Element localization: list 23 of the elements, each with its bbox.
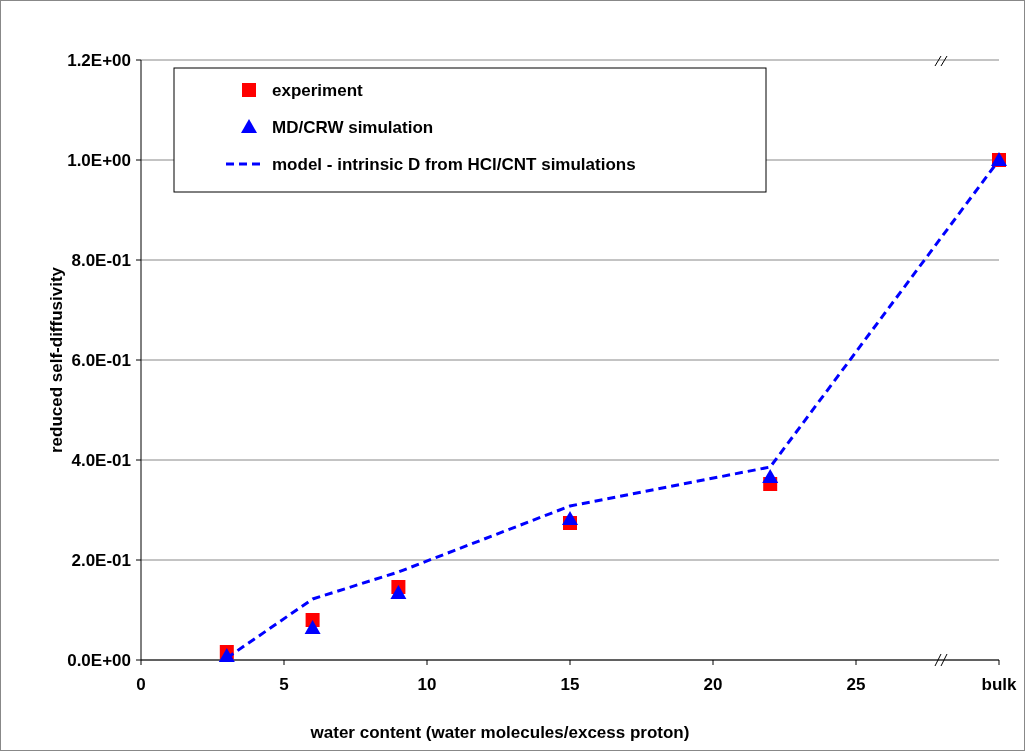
- x-tick-label: 5: [279, 675, 289, 694]
- x-axis-title: water content (water molecules/excess proton): [309, 723, 690, 742]
- legend-label: model - intrinsic D from HCl/CNT simulations: [272, 154, 636, 174]
- y-tick-label: 4.0E-01: [71, 450, 131, 470]
- point: [304, 620, 321, 634]
- x-tick-label: 25: [846, 675, 866, 694]
- y-tick-label: 1.0E+00: [67, 150, 131, 170]
- y-tick-label: 6.0E-01: [71, 350, 131, 370]
- x-tick-label: 0: [136, 675, 146, 694]
- legend-label: experiment: [272, 80, 364, 100]
- y-tick-label: 8.0E-01: [71, 250, 131, 270]
- legend-label: MD/CRW simulation: [272, 117, 434, 137]
- x-tick-label: 20: [703, 675, 723, 694]
- y-tick-label: 2.0E-01: [71, 550, 131, 570]
- point: [562, 511, 578, 525]
- y-axis-title: reduced self-diffusivity: [47, 266, 66, 454]
- point: [390, 585, 407, 599]
- x-tick-label: 15: [560, 675, 580, 694]
- x-tick-label: 10: [417, 675, 437, 694]
- point: [762, 469, 779, 483]
- y-tick-label: 0.0E+00: [67, 650, 131, 670]
- y-tick-label: 1.2E+00: [67, 50, 131, 70]
- x-tick-label: bulk: [981, 675, 1018, 694]
